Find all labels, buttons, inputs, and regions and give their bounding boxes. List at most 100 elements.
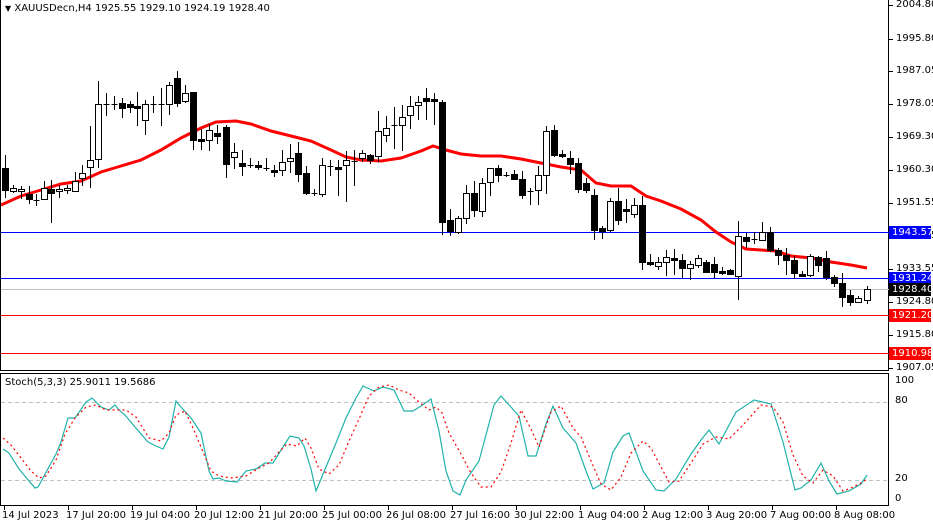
candlestick-chart[interactable] bbox=[1, 0, 890, 371]
symbol-ohlc-text: XAUUSDecn,H4 1925.55 1929.10 1924.19 192… bbox=[14, 3, 270, 14]
price-tick bbox=[889, 170, 893, 171]
bear-candle bbox=[423, 88, 430, 120]
bear-candle bbox=[119, 98, 126, 118]
bear-candle bbox=[791, 256, 798, 279]
bear-candle bbox=[847, 290, 854, 306]
bear-candle bbox=[311, 189, 318, 196]
price-tick bbox=[889, 335, 893, 336]
bear-candle bbox=[679, 254, 686, 278]
time-tick bbox=[708, 506, 709, 510]
bull-candle bbox=[487, 168, 494, 196]
bear-candle bbox=[327, 160, 334, 176]
bull-candle bbox=[751, 232, 758, 244]
time-tick bbox=[132, 506, 133, 510]
collapse-triangle-icon[interactable]: ▼ bbox=[5, 4, 12, 13]
bull-candle bbox=[543, 126, 550, 194]
bear-candle bbox=[503, 172, 510, 177]
bear-candle bbox=[223, 125, 230, 178]
symbol-header: ▼ XAUUSDecn,H4 1925.55 1929.10 1924.19 1… bbox=[5, 3, 270, 14]
bull-candle bbox=[343, 151, 350, 202]
price-tick-label: 1915.80 bbox=[896, 329, 933, 340]
time-tick-label: 19 Jul 04:00 bbox=[130, 510, 190, 521]
bear-candle bbox=[198, 129, 205, 150]
price-level-tag: 1943.57 bbox=[889, 226, 933, 239]
bull-candle bbox=[359, 150, 366, 162]
bear-candle bbox=[134, 92, 141, 126]
bear-candle bbox=[247, 158, 254, 168]
price-tick bbox=[889, 71, 893, 72]
price-tick bbox=[889, 104, 893, 105]
price-tick-label: 1933.55 bbox=[896, 263, 933, 274]
bull-candle bbox=[72, 172, 79, 192]
stoch-level-0: 0 bbox=[895, 493, 902, 504]
bear-candle bbox=[551, 125, 558, 157]
time-tick bbox=[516, 506, 517, 510]
bull-candle bbox=[535, 166, 542, 205]
bear-candle bbox=[831, 275, 838, 287]
time-tick-label: 2 Aug 12:00 bbox=[642, 510, 704, 521]
bull-candle bbox=[279, 150, 286, 176]
time-tick bbox=[196, 506, 197, 510]
bear-candle bbox=[727, 269, 734, 275]
bull-candle bbox=[206, 124, 213, 151]
time-tick bbox=[836, 506, 837, 510]
bull-candle bbox=[735, 221, 742, 300]
price-tick-label: 1969.30 bbox=[896, 131, 933, 142]
bull-candle bbox=[18, 186, 25, 199]
bear-candle bbox=[447, 209, 454, 236]
time-tick-label: 1 Aug 04:00 bbox=[578, 510, 640, 521]
bear-candle bbox=[26, 186, 33, 204]
bear-candle bbox=[33, 194, 40, 206]
bear-candle bbox=[511, 170, 518, 180]
bull-candle bbox=[864, 286, 871, 304]
bear-candle bbox=[671, 249, 678, 275]
bull-candle bbox=[166, 82, 173, 115]
bear-candle bbox=[559, 150, 566, 158]
bear-candle bbox=[567, 151, 574, 174]
price-tick bbox=[889, 39, 893, 40]
bear-candle bbox=[719, 267, 726, 275]
bull-candle bbox=[351, 150, 358, 186]
bull-candle bbox=[415, 96, 422, 120]
bear-candle bbox=[599, 226, 606, 239]
bear-candle bbox=[103, 93, 110, 116]
stoch-signal-line bbox=[2, 384, 868, 492]
bear-candle bbox=[743, 233, 750, 248]
bear-candle bbox=[823, 251, 830, 280]
bear-candle bbox=[583, 178, 590, 193]
bear-candle bbox=[2, 155, 9, 198]
price-tick-label: 1907.05 bbox=[896, 362, 933, 373]
price-chart-panel[interactable]: ▼ XAUUSDecn,H4 1925.55 1929.10 1924.19 1… bbox=[0, 0, 890, 371]
bear-candle bbox=[839, 273, 846, 307]
time-tick bbox=[644, 506, 645, 510]
time-tick-label: 26 Jul 08:00 bbox=[386, 510, 446, 521]
bull-candle bbox=[655, 257, 662, 270]
bear-candle bbox=[174, 71, 181, 107]
bear-candle bbox=[591, 189, 598, 240]
time-tick-label: 21 Jul 20:00 bbox=[258, 510, 318, 521]
stochastic-panel[interactable]: Stoch(5,3,3) 25.9011 19.5686 bbox=[0, 373, 890, 507]
bull-candle bbox=[383, 116, 390, 142]
price-level-tag: 1928.40 bbox=[889, 283, 933, 296]
bull-candle bbox=[407, 96, 414, 129]
price-axis[interactable]: 2004.80 1995.80 1987.05 1978.05 1969.30 1960.… bbox=[889, 0, 933, 373]
bull-candle bbox=[158, 88, 165, 126]
time-tick-label: 30 Jul 22:00 bbox=[514, 510, 574, 521]
bear-candle bbox=[711, 257, 718, 278]
bear-candle bbox=[367, 154, 374, 164]
stoch-level-20: 20 bbox=[895, 473, 908, 484]
bull-candle bbox=[319, 158, 326, 197]
bull-candle bbox=[807, 254, 814, 277]
stochastic-chart[interactable] bbox=[1, 374, 890, 507]
bear-candle bbox=[255, 161, 262, 170]
price-tick-label: 1995.80 bbox=[896, 33, 933, 44]
price-tick-label: 1960.30 bbox=[896, 164, 933, 175]
price-tick-label: 1978.05 bbox=[896, 98, 933, 109]
price-level-tag: 1921.20 bbox=[889, 309, 933, 322]
bear-candle bbox=[783, 248, 790, 275]
bear-candle bbox=[519, 171, 526, 199]
time-axis[interactable]: 14 Jul 2023 17 Jul 20:00 19 Jul 04:00 20 Ju… bbox=[0, 506, 895, 525]
time-tick bbox=[772, 506, 773, 510]
bull-candle bbox=[64, 185, 71, 194]
time-tick-label: 3 Aug 20:00 bbox=[706, 510, 768, 521]
